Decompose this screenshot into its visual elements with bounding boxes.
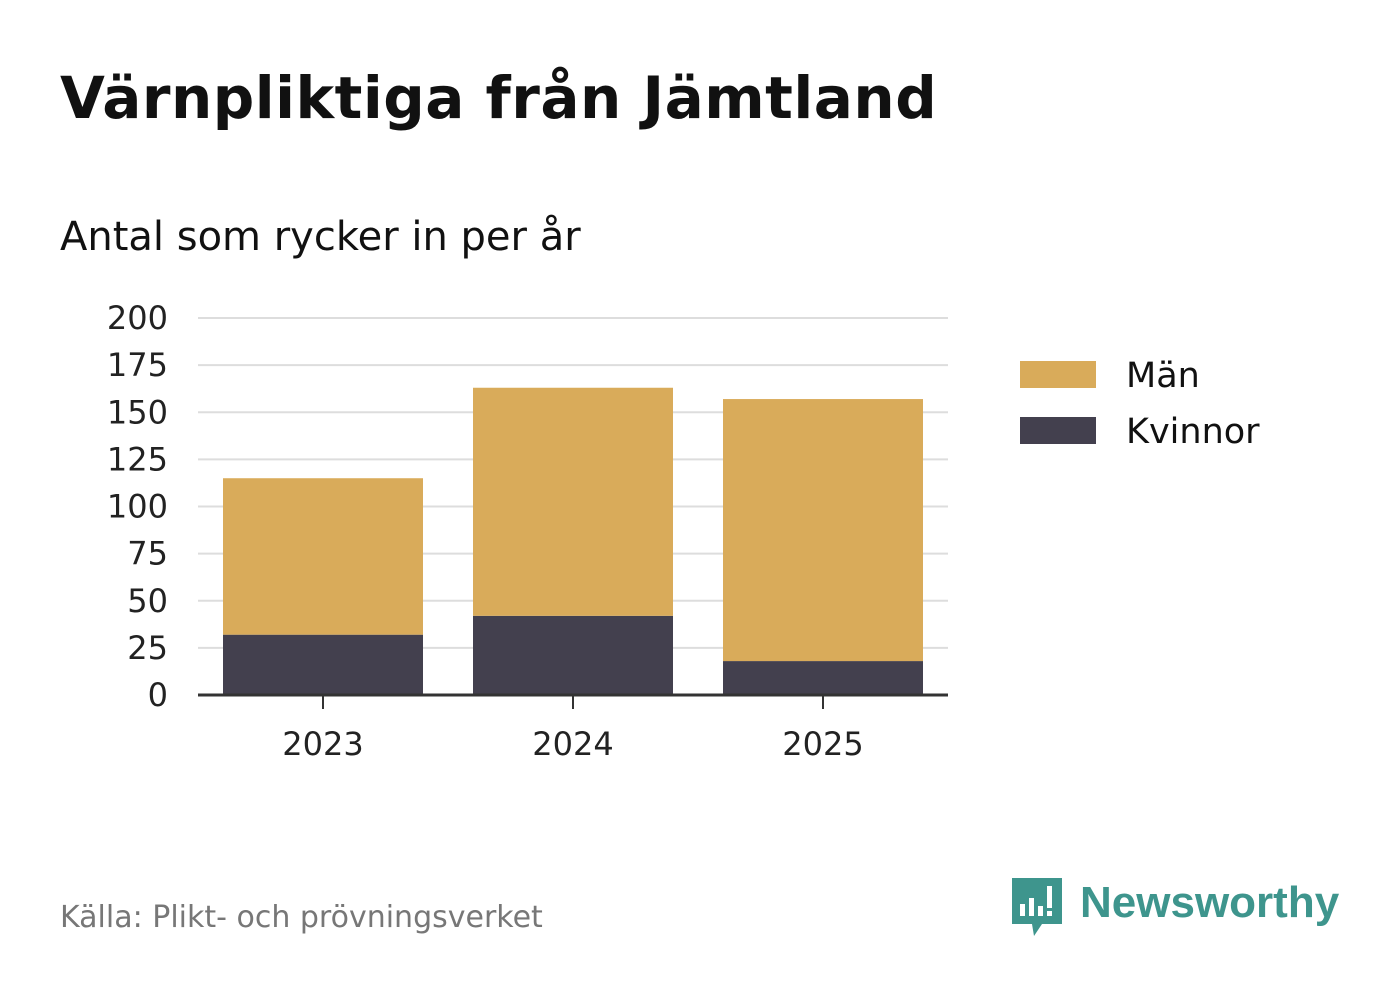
- brand-name: Newsworthy: [1080, 878, 1340, 927]
- y-tick-label: 200: [107, 299, 168, 337]
- y-tick-label: 75: [127, 535, 168, 573]
- bar-segment: [723, 661, 923, 695]
- y-tick-label: 50: [127, 582, 168, 620]
- y-tick-label: 125: [107, 440, 168, 478]
- y-tick-label: 25: [127, 629, 168, 667]
- newsworthy-logo-icon: [1012, 878, 1062, 936]
- x-tick-label: 2024: [532, 725, 613, 763]
- x-tick-label: 2025: [782, 725, 863, 763]
- y-tick-label: 0: [148, 676, 168, 714]
- chart-subtitle: Antal som rycker in per år: [60, 214, 581, 260]
- brand-logo: Newsworthy: [1012, 878, 1339, 938]
- legend-label: Män: [1126, 356, 1200, 396]
- legend-swatch: [1020, 361, 1096, 388]
- axes: 0 25 50 75 100 125 150 175 200 2023 2024 2025: [107, 299, 948, 763]
- legend: Män Kvinnor: [1020, 356, 1260, 452]
- chart-title: Värnpliktiga från Jämtland: [60, 64, 938, 132]
- legend-swatch: [1020, 417, 1096, 444]
- legend-label: Kvinnor: [1126, 412, 1260, 452]
- y-tick-label: 100: [107, 488, 168, 526]
- x-tick-label: 2023: [282, 725, 363, 763]
- bars: [223, 387, 923, 695]
- y-tick-label: 175: [107, 346, 168, 384]
- source-note: Källa: Plikt- och prövningsverket: [60, 900, 543, 935]
- y-tick-label: 150: [107, 393, 168, 431]
- bar-segment: [223, 634, 423, 695]
- bar-segment: [473, 387, 673, 616]
- bar-segment: [723, 399, 923, 662]
- bar-segment: [223, 478, 423, 635]
- bar-segment: [473, 615, 673, 695]
